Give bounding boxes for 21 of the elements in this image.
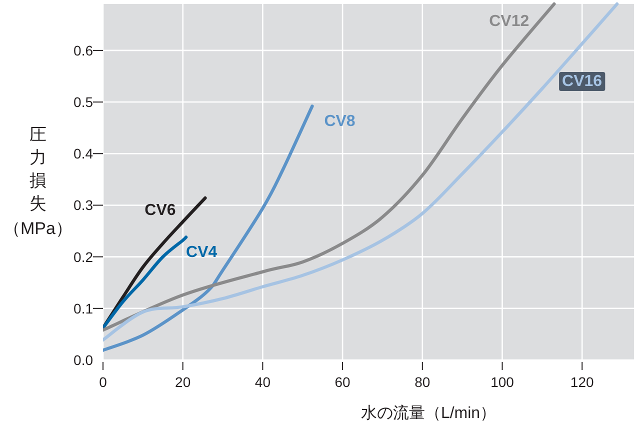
series-label: CV16 (562, 73, 602, 90)
series-label: CV8 (324, 113, 356, 130)
x-tick-label: 0 (99, 374, 108, 390)
x-tick-label: 40 (254, 374, 271, 390)
x-tick-label: 80 (414, 374, 430, 390)
y-tick-label: 0.4 (74, 146, 94, 162)
y-tick-label: 0.2 (74, 248, 94, 265)
x-tick-label: 120 (570, 374, 594, 390)
y-tick-label: 0.6 (74, 42, 94, 58)
x-axis-title: 水の流量（L/min） (360, 404, 496, 422)
y-tick-label: 0.3 (74, 197, 94, 214)
x-tick-label: 20 (175, 374, 191, 390)
x-tick-label: 100 (490, 374, 514, 390)
series-label: CV6 (144, 202, 176, 219)
y-tick-label: 0.0 (74, 352, 94, 368)
series-label: CV12 (489, 13, 530, 30)
x-tick-label: 60 (334, 374, 351, 390)
y-tick-label: 0.5 (74, 94, 94, 110)
y-tick-label: 0.1 (74, 300, 94, 316)
series-label: CV4 (186, 244, 218, 262)
y-axis-title: 圧力損失（MPa） (4, 125, 72, 238)
